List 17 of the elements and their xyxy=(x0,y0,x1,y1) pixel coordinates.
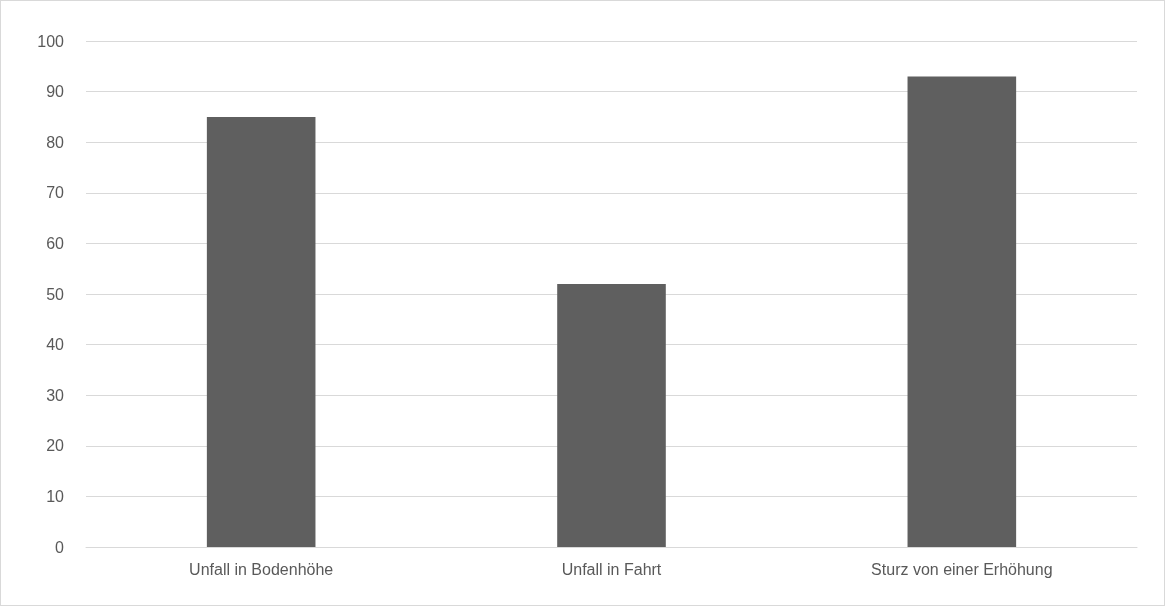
y-tick-label: 40 xyxy=(46,336,65,354)
y-tick-label: 60 xyxy=(46,234,65,252)
y-tick-label: 70 xyxy=(46,184,65,202)
y-tick-label: 100 xyxy=(37,32,65,50)
y-tick-label: 50 xyxy=(46,285,65,303)
y-tick-label: 0 xyxy=(55,538,65,556)
bar xyxy=(907,76,1017,547)
x-tick-label: Unfall in Fahrt xyxy=(561,560,662,578)
bar xyxy=(557,283,666,547)
y-tick-label: 20 xyxy=(46,437,65,455)
bar xyxy=(206,116,316,547)
y-tick-label: 10 xyxy=(46,487,65,505)
y-tick-label: 30 xyxy=(46,386,65,404)
x-tick-label: Sturz von einer Erhöhung xyxy=(871,560,1053,578)
y-tick-label: 80 xyxy=(46,133,65,151)
x-tick-label: Unfall in Bodenhöhe xyxy=(189,560,334,578)
y-tick-label: 90 xyxy=(46,83,65,101)
